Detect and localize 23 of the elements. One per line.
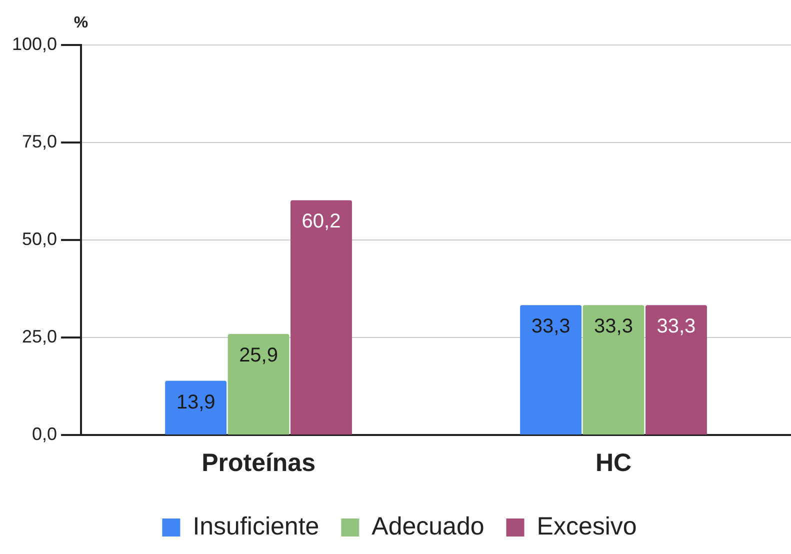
legend-label: Excesivo bbox=[536, 512, 637, 540]
bar bbox=[582, 305, 644, 434]
bar bbox=[228, 334, 290, 434]
y-axis-title: % bbox=[74, 14, 88, 32]
y-tick-label: 25,0 bbox=[22, 326, 58, 346]
data-label: 33,3 bbox=[594, 316, 633, 338]
x-tick-label: Proteínas bbox=[202, 448, 316, 477]
data-label: 13,9 bbox=[176, 391, 216, 414]
data-label: 25,9 bbox=[239, 344, 278, 367]
x-tick-label: HC bbox=[595, 448, 632, 477]
bar bbox=[290, 200, 352, 434]
legend-label: Adecuado bbox=[372, 512, 484, 540]
y-tick-label: 75,0 bbox=[22, 131, 58, 152]
data-label: 60,2 bbox=[302, 210, 341, 233]
y-tick-label: 50,0 bbox=[22, 228, 58, 249]
legend-label: Insuficiente bbox=[192, 512, 320, 540]
data-label: 33,3 bbox=[531, 316, 570, 338]
bar bbox=[165, 380, 227, 434]
data-label: 33,3 bbox=[656, 316, 696, 338]
bar bbox=[645, 305, 707, 434]
y-tick-label: 100,0 bbox=[12, 34, 58, 54]
y-tick-label: 0,0 bbox=[32, 424, 58, 444]
bar bbox=[520, 305, 582, 434]
